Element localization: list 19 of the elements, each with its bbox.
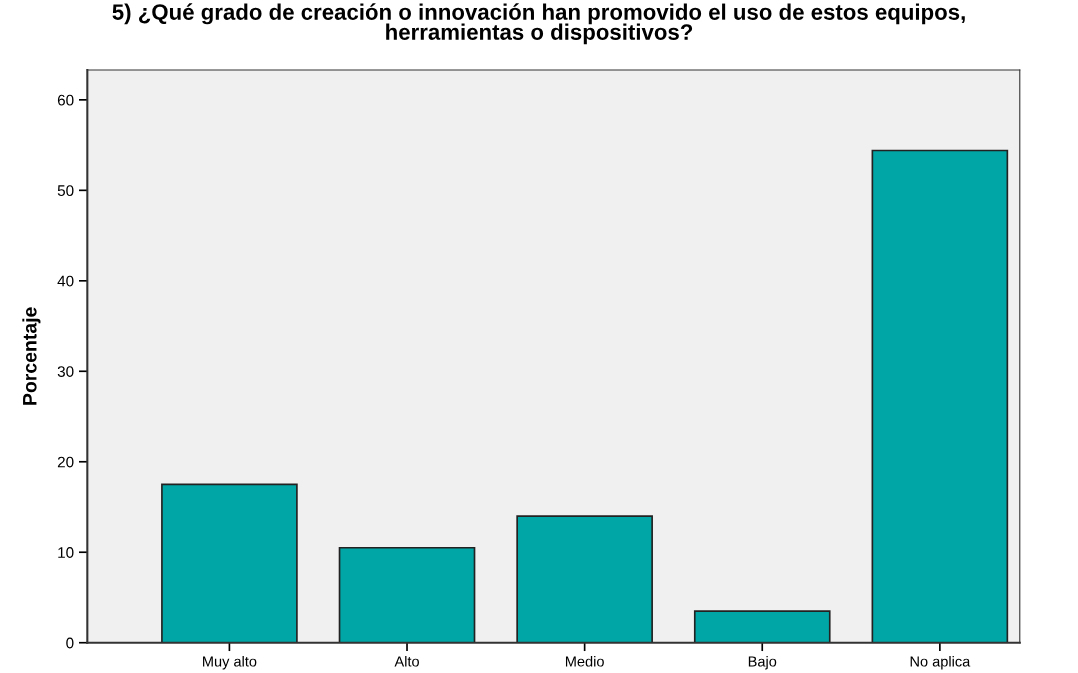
bar xyxy=(871,149,1009,643)
x-tick-label: Muy alto xyxy=(203,655,257,670)
y-tick-label: 40 xyxy=(57,275,74,287)
bar xyxy=(161,483,298,643)
x-tick-label: No aplica xyxy=(910,655,971,670)
chart-title: 5) ¿Qué grado de creación o innovación han promovido el uso de estos equipos, herramientas o dispositivos? xyxy=(112,3,965,45)
bar xyxy=(693,610,831,643)
y-tick-label: 60 xyxy=(57,94,74,106)
y-tick-label: 50 xyxy=(57,185,74,197)
bar xyxy=(338,546,476,643)
y-tick-label: 0 xyxy=(66,637,74,649)
x-tick-label: Bajo xyxy=(748,655,777,670)
y-tick-label: 20 xyxy=(57,456,74,468)
y-axis-title: Porcentaje xyxy=(22,307,41,405)
x-tick-label: Alto xyxy=(394,655,419,667)
x-tick-label: Medio xyxy=(565,655,604,667)
y-tick-label: 30 xyxy=(57,366,74,377)
bar xyxy=(516,515,653,643)
y-tick-label: 10 xyxy=(58,547,74,558)
